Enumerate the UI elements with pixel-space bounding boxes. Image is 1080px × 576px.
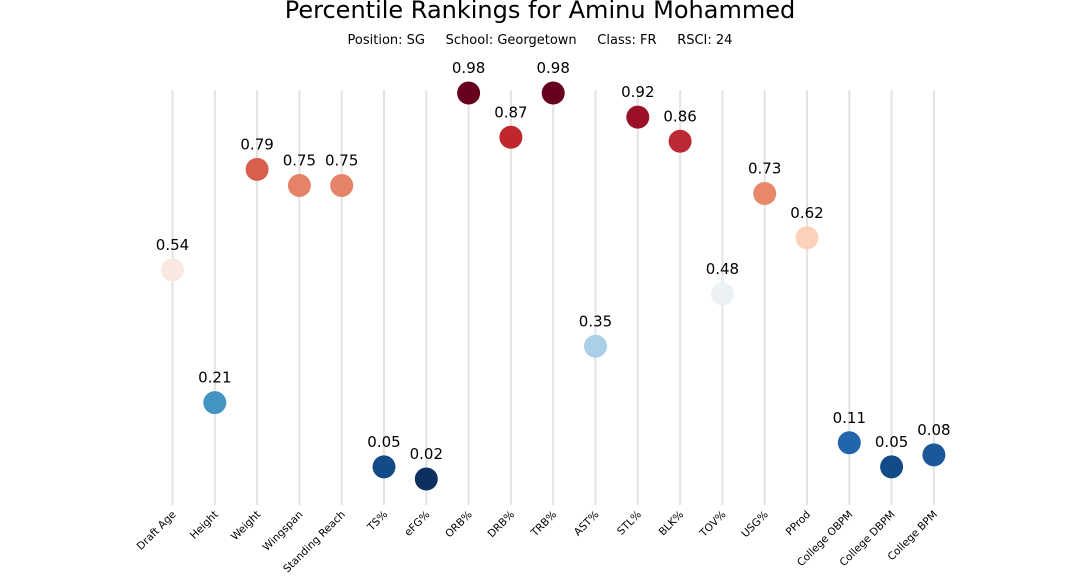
- marker-ts-pct: [372, 455, 396, 479]
- value-label-college-dbpm: 0.05: [875, 433, 908, 451]
- marker-pprod: [795, 226, 819, 250]
- value-label-wingspan: 0.75: [283, 152, 316, 170]
- tick-label-tov-pct: TOV%: [697, 509, 729, 541]
- tick-label-usg-pct: USG%: [739, 509, 770, 540]
- value-label-blk-pct: 0.86: [663, 107, 696, 125]
- value-label-college-bpm: 0.08: [917, 421, 950, 439]
- tick-label-weight: Weight: [229, 509, 263, 543]
- value-label-trb-pct: 0.98: [536, 59, 569, 77]
- marker-weight: [245, 157, 269, 181]
- value-label-weight: 0.79: [240, 135, 273, 153]
- value-labels: 0.54 0.21 0.79 0.75 0.75 0.05 0.02 0.98 0.87 0.98…: [156, 59, 951, 463]
- value-label-draft-age: 0.54: [156, 236, 189, 254]
- value-label-orb-pct: 0.98: [452, 59, 485, 77]
- tick-label-ts-pct: TS%: [365, 509, 391, 535]
- marker-height: [203, 391, 227, 415]
- marker-draft-age: [161, 258, 184, 282]
- value-label-stl-pct: 0.92: [621, 83, 654, 101]
- value-label-standing-reach: 0.75: [325, 152, 358, 170]
- tick-label-height: Height: [188, 509, 221, 542]
- value-label-height: 0.21: [198, 369, 231, 387]
- value-label-tov-pct: 0.48: [706, 260, 739, 278]
- value-label-efg-pct: 0.02: [410, 445, 443, 463]
- marker-standing-reach: [330, 174, 354, 197]
- markers: [161, 81, 946, 491]
- value-label-ast-pct: 0.35: [579, 312, 612, 330]
- marker-orb-pct: [457, 81, 481, 105]
- chart-title: Percentile Rankings for Aminu Mohammed: [284, 0, 796, 24]
- tick-label-stl-pct: STL%: [615, 509, 644, 538]
- marker-efg-pct: [414, 467, 438, 491]
- tick-label-pprod: PProd: [784, 509, 813, 538]
- marker-trb-pct: [541, 81, 565, 105]
- marker-college-dbpm: [880, 455, 904, 479]
- tick-label-orb-pct: ORB%: [443, 509, 475, 541]
- tick-label-draft-age: Draft Age: [135, 509, 179, 553]
- tick-label-efg-pct: eFG%: [402, 509, 432, 539]
- tick-label-trb-pct: TRB%: [528, 509, 559, 540]
- tick-label-wingspan: Wingspan: [261, 509, 306, 554]
- value-label-drb-pct: 0.87: [494, 103, 527, 121]
- marker-college-bpm: [922, 443, 946, 467]
- marker-college-obpm: [837, 431, 861, 455]
- tick-label-blk-pct: BLK%: [657, 509, 687, 539]
- value-label-pprod: 0.62: [790, 204, 823, 222]
- tick-label-ast-pct: AST%: [572, 509, 602, 539]
- value-label-ts-pct: 0.05: [367, 433, 400, 451]
- marker-wingspan: [287, 174, 311, 197]
- marker-usg-pct: [753, 182, 777, 206]
- tick-label-drb-pct: DRB%: [486, 509, 518, 541]
- value-label-usg-pct: 0.73: [748, 160, 781, 178]
- marker-tov-pct: [710, 282, 734, 306]
- value-label-college-obpm: 0.11: [833, 409, 866, 427]
- marker-ast-pct: [584, 334, 607, 358]
- marker-stl-pct: [626, 105, 650, 129]
- marker-drb-pct: [499, 125, 523, 149]
- marker-blk-pct: [668, 129, 692, 153]
- gridlines: [171, 90, 935, 505]
- chart-subtitle: Position: SG School: Georgetown Class: F…: [347, 33, 733, 48]
